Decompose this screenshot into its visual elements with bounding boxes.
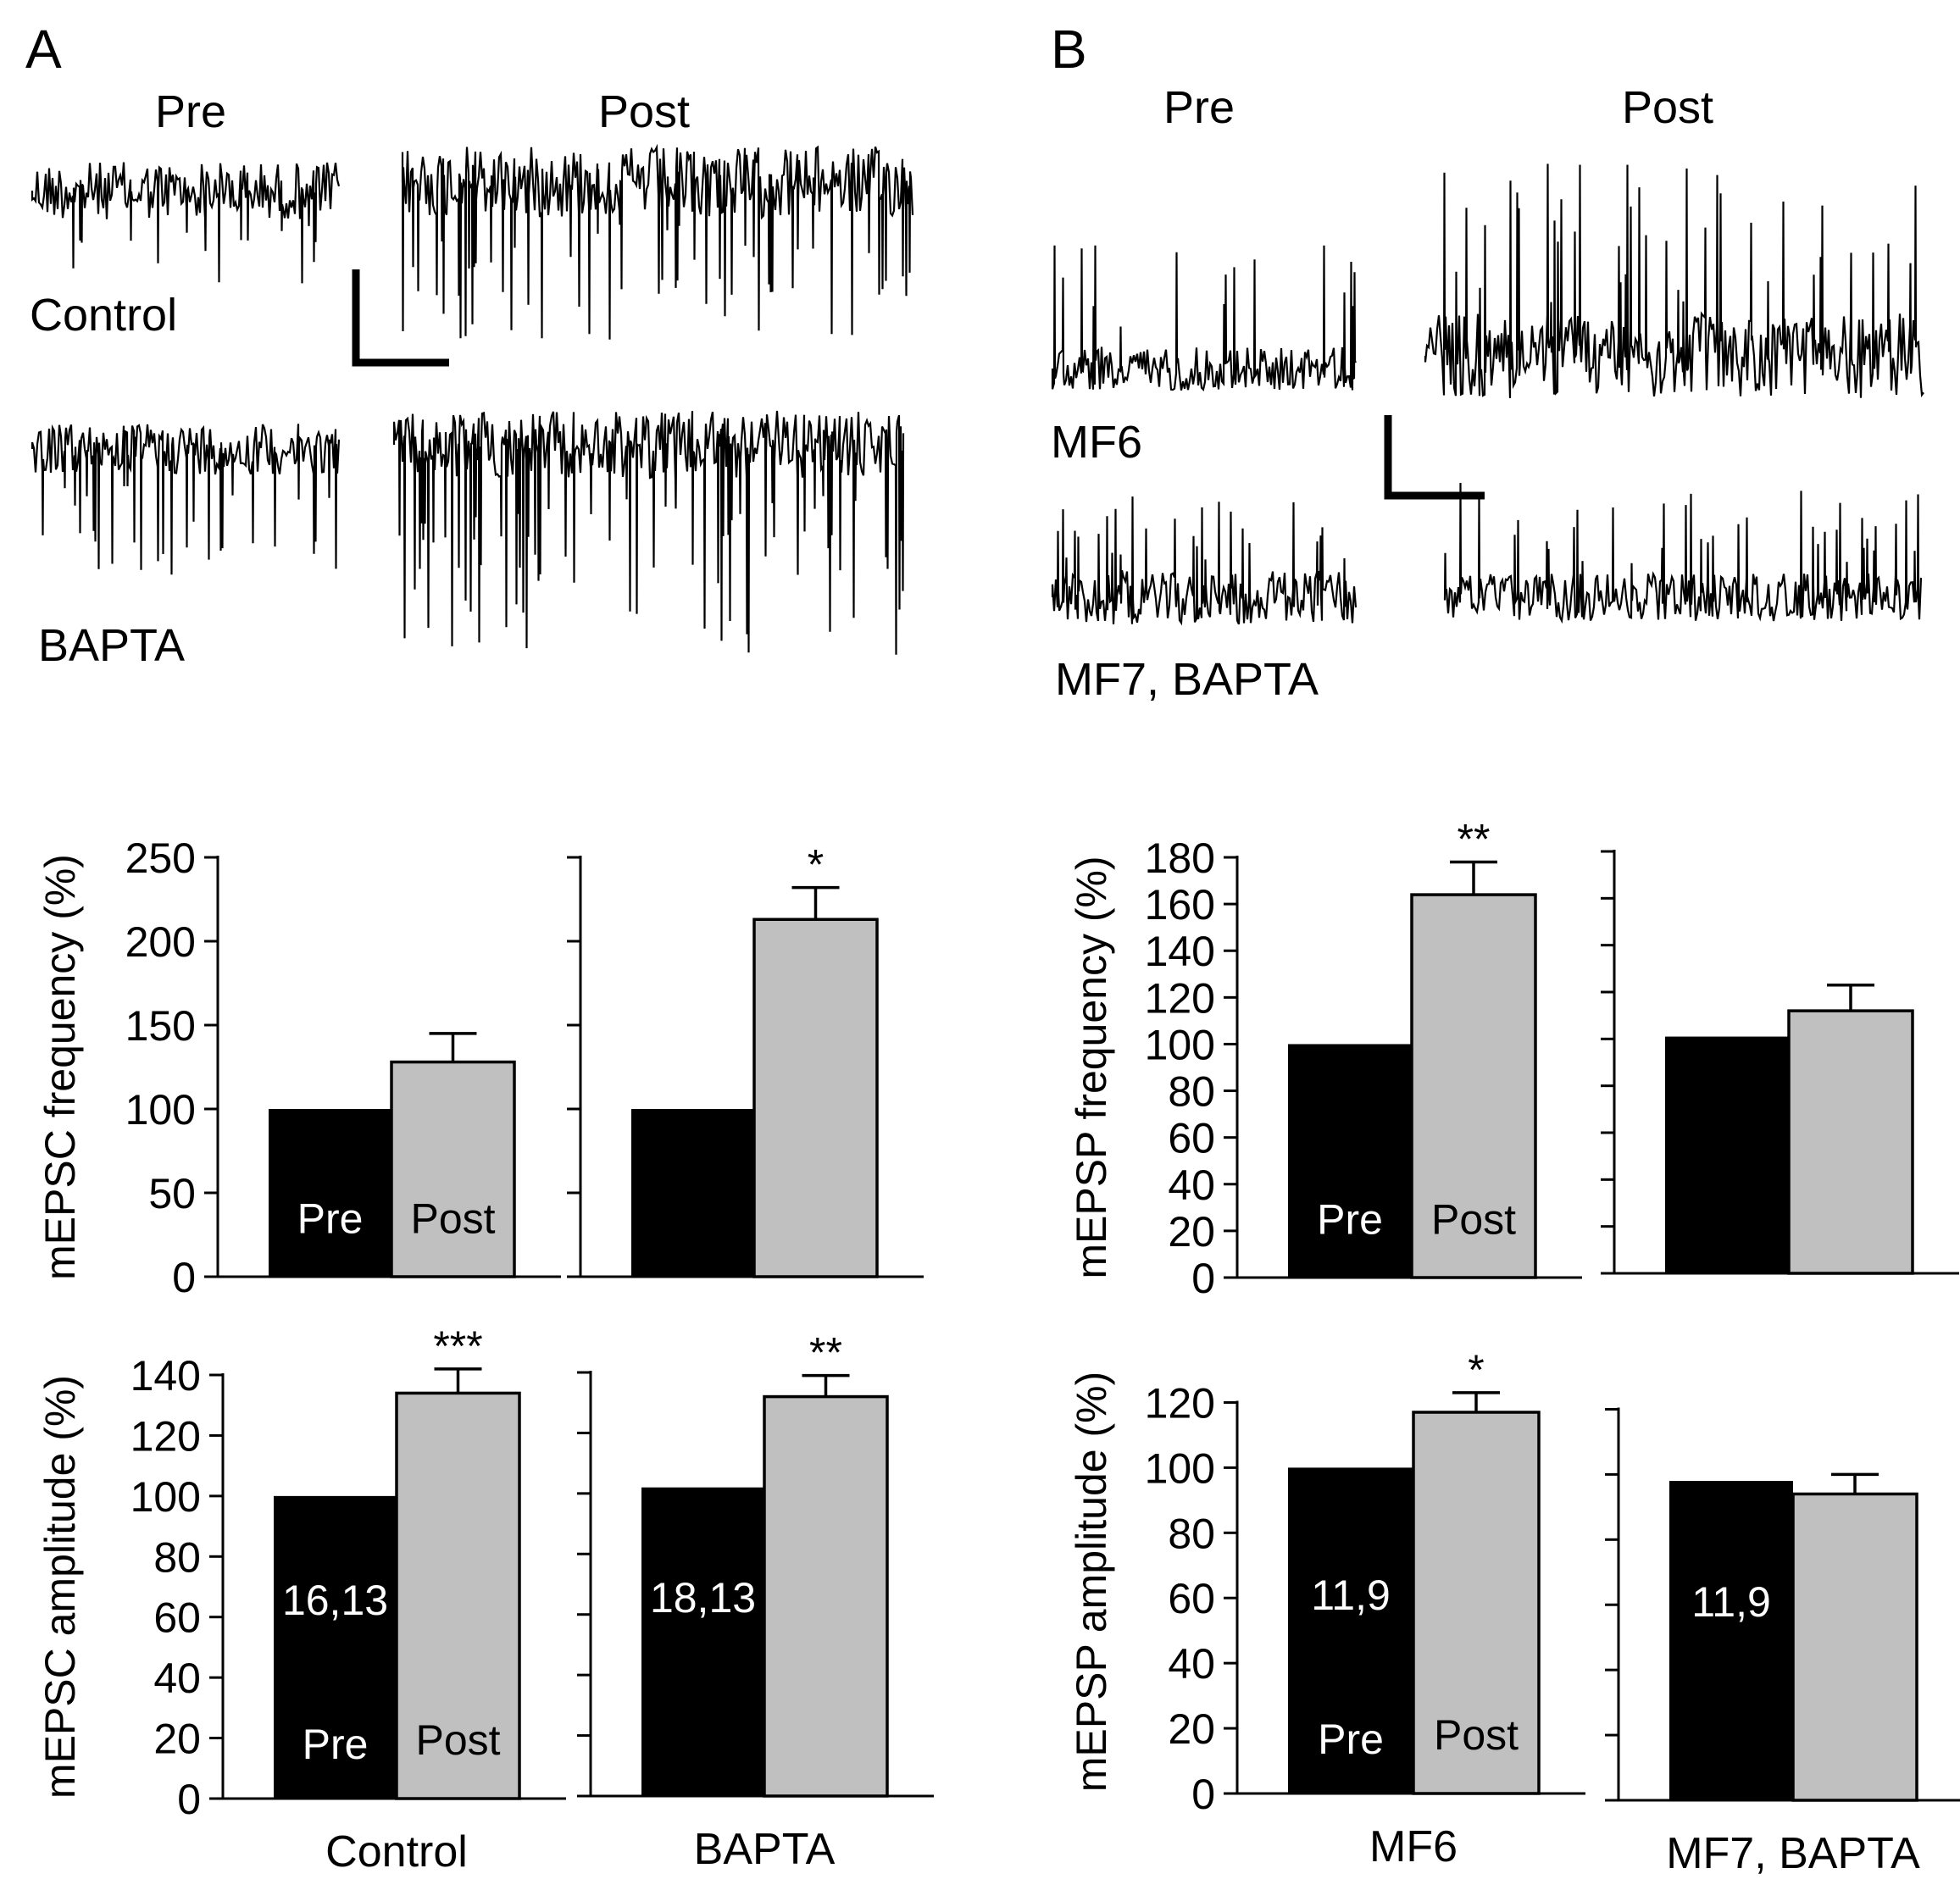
significance-marker: * <box>808 841 824 889</box>
bar-label: Post <box>415 1716 500 1764</box>
bar-pre <box>269 1109 391 1277</box>
trace-label-mf7-bapta: MF7, BAPTA <box>1055 654 1319 705</box>
scale-bar-a <box>352 269 449 367</box>
bar-label: Pre <box>303 1721 369 1768</box>
bar-pre <box>1665 1036 1789 1273</box>
y-tick-label: 20 <box>153 1716 201 1763</box>
bar-chart-A-amp-bapta: 18,13 ** BAPTA <box>577 1329 934 1874</box>
y-tick-label: 50 <box>148 1170 196 1217</box>
bar-post <box>1791 1492 1918 1802</box>
bar-label: 16,13 <box>282 1577 388 1624</box>
y-tick-label: 250 <box>125 834 196 882</box>
y-tick-label: 100 <box>130 1473 201 1521</box>
bar-label: Post <box>1434 1711 1519 1759</box>
bar-label: Post <box>1431 1196 1516 1244</box>
y-tick-label: 0 <box>172 1254 196 1301</box>
x-axis-label: BAPTA <box>694 1825 836 1874</box>
y-tick-label: 80 <box>153 1533 201 1581</box>
significance-marker: *** <box>433 1322 482 1370</box>
bar-post <box>763 1394 889 1798</box>
bar-post <box>752 918 879 1278</box>
trace-label-control: Control <box>30 290 177 341</box>
bar-pre <box>631 1109 754 1277</box>
bar-chart-B-freq-mf7 <box>1601 850 1959 1275</box>
panel-label-b: B <box>1051 19 1087 80</box>
bar-chart-A-freq-control: 0 50 100 150 200 250 mEPSC frequency (%) Pre Pos… <box>36 834 561 1301</box>
y-tick-label: 20 <box>1168 1705 1215 1753</box>
trace-control-pre <box>31 162 341 284</box>
y-tick-label: 0 <box>1191 1255 1215 1302</box>
significance-marker: ** <box>1458 816 1491 863</box>
bar-label: Pre <box>1318 1716 1384 1763</box>
panel-label-a: A <box>25 19 62 80</box>
bar-pre <box>1669 1481 1793 1800</box>
bar-chart-B-amp-mf7: 11,9 MF7, BAPTA <box>1605 1407 1960 1878</box>
trace-mf7-pre <box>1051 496 1358 626</box>
y-tick-label: 20 <box>1168 1208 1215 1256</box>
bar-post <box>1412 1411 1541 1795</box>
trace-header-pre-a: Pre <box>155 86 226 137</box>
y-tick-label: 180 <box>1145 834 1215 882</box>
y-tick-label: 140 <box>130 1352 201 1400</box>
bar-chart-B-amp-mf6: 0 20 40 60 80 100 120 mEPSP amplitude (%) 11,9 Pr… <box>1068 1346 1585 1871</box>
bar-pre <box>641 1487 764 1796</box>
y-tick-label: 40 <box>153 1655 201 1702</box>
y-tick-label: 0 <box>1191 1771 1215 1818</box>
y-tick-label: 120 <box>130 1412 201 1460</box>
y-axis-title: mEPSP frequency (%) <box>1068 856 1115 1278</box>
scale-bar-b <box>1384 415 1485 500</box>
trace-label-mf6: MF6 <box>1051 417 1142 468</box>
y-tick-label: 40 <box>1168 1161 1215 1209</box>
y-tick-label: 80 <box>1168 1510 1215 1557</box>
trace-label-bapta: BAPTA <box>38 620 185 671</box>
x-axis-label: MF7, BAPTA <box>1666 1829 1920 1878</box>
x-axis-label: MF6 <box>1369 1822 1458 1871</box>
trace-header-post-a: Post <box>598 86 690 137</box>
trace-bapta-post <box>392 410 905 655</box>
y-tick-label: 120 <box>1145 1379 1215 1427</box>
significance-marker: * <box>1468 1346 1484 1394</box>
trace-mf7-post <box>1443 482 1923 624</box>
y-tick-label: 80 <box>1168 1068 1215 1116</box>
bar-chart-A-amp-control: 0 20 40 60 80 100 120 140 mEPSC amplitude (%) 16,… <box>36 1322 566 1877</box>
y-tick-label: 60 <box>153 1594 201 1642</box>
significance-marker: ** <box>809 1329 842 1377</box>
y-tick-label: 100 <box>1145 1444 1215 1492</box>
y-tick-label: 150 <box>125 1002 196 1050</box>
y-tick-label: 120 <box>1145 974 1215 1022</box>
y-axis-title: mEPSP amplitude (%) <box>1068 1372 1115 1792</box>
x-axis-label: Control <box>325 1827 468 1877</box>
bar-pre <box>1288 1467 1413 1793</box>
y-tick-label: 200 <box>125 918 196 966</box>
y-tick-label: 160 <box>1145 881 1215 929</box>
bar-post <box>390 1060 516 1278</box>
bar-label: Post <box>410 1195 495 1243</box>
bar-label: 11,9 <box>1311 1572 1391 1619</box>
y-tick-label: 100 <box>125 1086 196 1134</box>
y-tick-label: 40 <box>1168 1640 1215 1688</box>
bar-post <box>1787 1009 1914 1275</box>
bar-label: Pre <box>1317 1196 1383 1244</box>
bar-label: Pre <box>297 1195 364 1243</box>
trace-mf6-post <box>1424 164 1924 399</box>
y-tick-label: 140 <box>1145 928 1215 975</box>
y-tick-label: 60 <box>1168 1575 1215 1622</box>
trace-bapta-pre <box>31 424 341 575</box>
y-axis-title: mEPSC frequency (%) <box>36 854 84 1280</box>
y-tick-label: 100 <box>1145 1021 1215 1068</box>
trace-mf6-pre <box>1051 245 1357 392</box>
bar-label: 18,13 <box>650 1574 756 1622</box>
y-tick-label: 60 <box>1168 1115 1215 1162</box>
y-axis-title: mEPSC amplitude (%) <box>36 1375 84 1799</box>
trace-header-pre-b: Pre <box>1163 82 1235 133</box>
trace-control-post <box>401 143 914 340</box>
trace-header-post-b: Post <box>1622 82 1713 133</box>
bar-pre <box>1288 1044 1412 1278</box>
y-tick-label: 0 <box>177 1776 201 1823</box>
bar-label: 11,9 <box>1691 1578 1771 1626</box>
bar-pre <box>274 1495 397 1799</box>
bar-chart-A-freq-bapta: * <box>567 841 924 1278</box>
